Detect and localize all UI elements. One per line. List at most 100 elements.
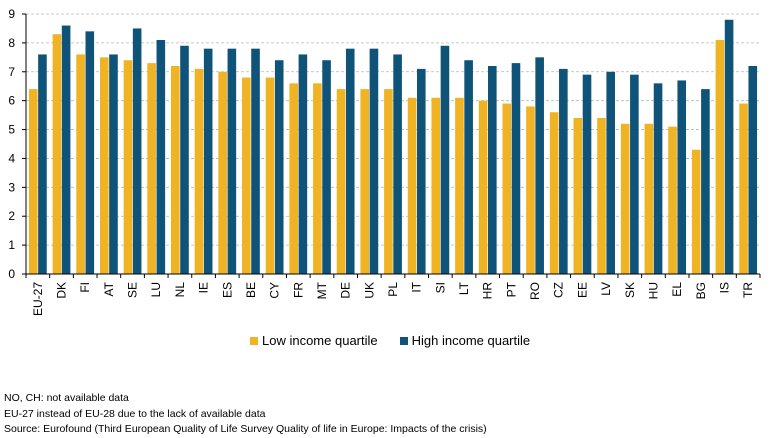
bar-high-se [132, 28, 142, 275]
y-tick-label: 6 [8, 94, 15, 108]
bars [28, 19, 758, 275]
x-tick-label: SI [433, 282, 447, 293]
x-tick-label: NL [173, 282, 187, 298]
bar-low-el [668, 126, 677, 275]
bar-high-fi [85, 31, 95, 275]
x-tick-label: EL [670, 282, 684, 297]
bar-high-hu [653, 83, 663, 274]
y-tick-label: 0 [8, 267, 15, 281]
y-tick-labels: 0 1 2 3 4 5 6 7 8 9 [8, 7, 15, 281]
bar-high-bg [701, 89, 710, 274]
y-tick-label: 3 [8, 180, 15, 194]
legend-item-low: Low income quartile [250, 333, 378, 348]
bar-high-lv [606, 71, 615, 275]
bar-low-se [123, 60, 133, 274]
legend: Low income quartile High income quartile [250, 333, 530, 348]
bar-low-uk [360, 89, 370, 274]
x-tick-label: SE [126, 282, 140, 298]
axes [22, 13, 761, 278]
legend-swatch-low [250, 336, 258, 345]
bar-low-eu-27 [28, 89, 38, 274]
bar-low-pl [384, 89, 393, 274]
bar-high-dk [61, 25, 71, 274]
bar-high-de [345, 48, 355, 274]
x-tick-label: HU [646, 282, 660, 299]
legend-label-high: High income quartile [411, 333, 531, 348]
bar-low-bg [691, 149, 701, 274]
x-tick-label: TR [741, 282, 755, 298]
x-tick-label: PT [504, 281, 518, 297]
bar-low-fr [289, 83, 298, 274]
legend-swatch-high [399, 336, 408, 345]
bar-low-cy [265, 77, 275, 274]
bar-high-lu [156, 40, 166, 274]
x-tick-label: IT [410, 281, 424, 292]
bar-high-hr [488, 66, 497, 274]
x-tick-label: LT [457, 281, 471, 295]
bar-low-dk [52, 34, 62, 274]
bar-high-si [440, 45, 450, 275]
bar-high-lt [464, 60, 473, 274]
x-tick-label: IE [197, 282, 211, 293]
x-tick-label: ES [220, 282, 234, 298]
y-tick-label: 2 [8, 209, 15, 223]
x-tick-label: DE [339, 282, 353, 299]
x-tick-label: EE [575, 282, 589, 298]
x-tick-label: BE [244, 282, 258, 298]
bar-low-lv [597, 118, 606, 274]
legend-item-high: High income quartile [399, 333, 531, 348]
bar-high-cz [559, 68, 568, 274]
note-source: Source: Eurofound (Third European Qualit… [4, 423, 487, 435]
bar-low-nl [171, 66, 180, 274]
bar-high-ro [535, 57, 544, 275]
bar-high-nl [180, 45, 189, 275]
x-tick-label: FR [291, 282, 305, 298]
bar-chart: 0 1 2 3 4 5 6 7 8 9 EU-27 DK FI AT SE LU NL IE ES BE CY FR MT… [8, 7, 761, 316]
x-tick-label: LV [599, 282, 613, 296]
x-tick-label: MT [315, 281, 329, 299]
bar-high-el [677, 80, 687, 274]
bar-high-uk [369, 48, 379, 274]
bar-low-be [242, 77, 251, 274]
bar-high-is [724, 19, 734, 275]
bar-high-tr [748, 66, 758, 274]
x-tick-label: HR [481, 282, 495, 300]
bar-low-mt [313, 83, 322, 274]
bar-low-hu [644, 123, 654, 275]
x-tick-label: PL [386, 282, 400, 297]
bar-low-tr [739, 103, 748, 274]
bar-low-de [336, 89, 346, 274]
y-tick-label: 8 [8, 36, 15, 50]
bar-low-ro [526, 106, 535, 274]
bar-low-ee [573, 118, 583, 274]
y-tick-label: 7 [8, 65, 15, 79]
bar-low-sk [620, 123, 630, 275]
x-tick-label: RO [528, 282, 542, 300]
bar-low-is [715, 40, 725, 274]
bar-high-ee [582, 74, 592, 275]
x-tick-label: CZ [552, 282, 566, 298]
bar-high-eu-27 [38, 54, 47, 274]
note-missing-data: NO, CH: not available data [4, 392, 129, 404]
y-tick-label: 4 [8, 151, 15, 165]
y-tick-label: 5 [8, 123, 15, 137]
x-tick-label: IS [717, 282, 731, 293]
bar-high-pl [393, 54, 402, 274]
bar-high-mt [322, 60, 331, 274]
x-tick-label: BG [694, 282, 708, 299]
bar-low-hr [478, 100, 488, 275]
bar-high-at [109, 54, 118, 274]
bar-low-cz [549, 112, 559, 274]
x-tick-label: SK [623, 282, 637, 298]
bar-low-pt [502, 103, 512, 274]
bar-high-es [227, 48, 237, 274]
bar-high-be [251, 48, 260, 274]
note-eu27: EU-27 instead of EU-28 due to the lack o… [4, 407, 266, 420]
legend-label-low: Low income quartile [262, 333, 378, 348]
bar-low-lt [455, 97, 464, 275]
x-tick-label: LU [149, 282, 163, 297]
x-tick-label: UK [362, 282, 376, 299]
bar-low-si [431, 97, 441, 275]
x-tick-label: CY [268, 282, 282, 299]
x-tick-label: EU-27 [31, 282, 45, 316]
